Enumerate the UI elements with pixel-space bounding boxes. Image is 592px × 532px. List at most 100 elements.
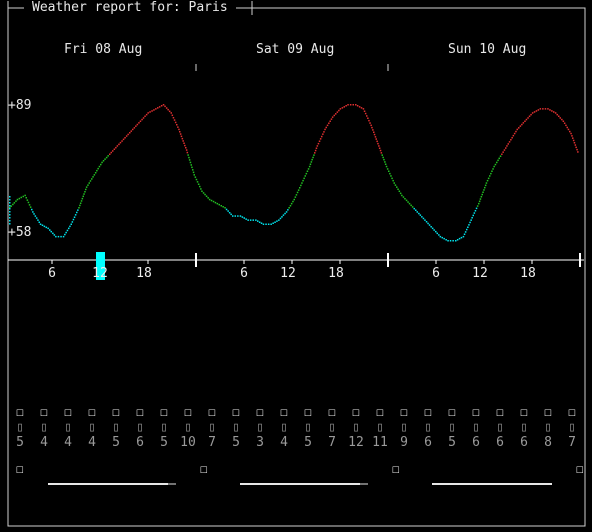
temperature-point <box>482 191 484 193</box>
temperature-point <box>145 113 148 116</box>
temperature-point <box>102 160 105 162</box>
temperature-point <box>422 217 425 220</box>
forecast-value: 10 <box>180 435 196 450</box>
temperature-point <box>372 129 374 131</box>
temperature-point <box>147 112 149 114</box>
forecast-value: 6 <box>424 435 432 450</box>
temperature-point <box>513 132 516 135</box>
temperature-point <box>566 126 568 129</box>
temperature-point <box>12 203 14 206</box>
hour-tick-label: 12 <box>92 266 108 281</box>
temperature-point <box>172 117 175 119</box>
temperature-point <box>425 221 428 223</box>
forecast-value: 6 <box>472 435 480 450</box>
temperature-point <box>158 106 161 108</box>
sub-icon: ▯ <box>40 420 48 435</box>
temperature-point <box>484 184 487 187</box>
temperature-point <box>366 115 368 117</box>
temperature-point <box>177 126 179 128</box>
temperature-point <box>165 107 168 109</box>
weather-icon: ☐ <box>184 405 192 420</box>
temperature-point <box>475 207 478 210</box>
weather-icon: ☐ <box>256 405 264 420</box>
temperature-point <box>398 190 401 192</box>
temperature-point <box>370 124 372 127</box>
y-max-label: +89 <box>8 98 32 113</box>
forecast-column: ☐ ▯ 5 <box>444 405 460 450</box>
weather-icon: ☐ <box>376 405 384 420</box>
temperature-point <box>228 212 231 214</box>
temperature-point <box>501 153 503 155</box>
temperature-point <box>367 117 369 119</box>
temperature-point <box>72 218 75 221</box>
temperature-point <box>314 149 317 152</box>
temperature-point <box>216 202 219 205</box>
sub-icon: ▯ <box>64 420 72 435</box>
temperature-point <box>430 226 432 228</box>
temperature-point <box>187 154 189 156</box>
temperature-point <box>502 151 504 153</box>
temperature-point <box>375 138 377 140</box>
temperature-point <box>380 152 383 154</box>
temperature-point <box>116 145 119 147</box>
temperature-point <box>89 180 92 182</box>
temperature-point <box>9 207 11 209</box>
sub-icon: ▯ <box>112 420 120 435</box>
temperature-point <box>174 121 177 124</box>
temperature-point <box>71 221 74 223</box>
weather-icon: ☐ <box>328 405 336 420</box>
temperature-point <box>16 198 19 201</box>
temperature-point <box>188 159 191 161</box>
sub-icon: ▯ <box>256 420 264 435</box>
temperature-point <box>355 104 357 106</box>
temperature-point <box>302 179 304 182</box>
temperature-point <box>9 214 11 216</box>
temperature-point <box>258 221 261 223</box>
temperature-point <box>309 163 312 165</box>
temperature-point <box>314 152 316 154</box>
day-glyph-icon: ☐ <box>16 462 24 477</box>
temperature-point <box>185 149 188 151</box>
temperature-point <box>274 221 276 223</box>
temperature-point <box>492 168 494 170</box>
forecast-value: 7 <box>568 435 576 450</box>
temperature-point <box>378 147 381 149</box>
sub-icon: ▯ <box>568 420 576 435</box>
temperature-point <box>374 136 377 138</box>
temperature-point <box>307 168 310 170</box>
temperature-point <box>506 145 508 147</box>
temperature-point <box>385 165 388 168</box>
temperature-point <box>544 108 547 110</box>
temperature-point <box>176 124 178 126</box>
temperature-point <box>237 215 239 217</box>
temperature-point <box>497 159 499 162</box>
temperature-point <box>473 212 476 214</box>
temperature-point <box>93 174 96 176</box>
temperature-point <box>460 236 463 239</box>
temperature-point <box>464 231 467 233</box>
time-cursor[interactable] <box>96 252 105 280</box>
temperature-point <box>57 235 60 238</box>
temperature-point <box>575 146 577 149</box>
forecast-value: 6 <box>520 435 528 450</box>
temperature-point <box>85 188 87 191</box>
forecast-column: ☐ ▯ 6 <box>468 405 484 450</box>
temperature-point <box>241 216 244 218</box>
temperature-point <box>190 164 192 166</box>
temperature-point <box>494 163 497 166</box>
temperature-point <box>127 133 129 136</box>
temperature-point <box>489 175 491 177</box>
temperature-point <box>183 142 185 144</box>
temperature-point <box>549 109 551 111</box>
temperature-point <box>113 148 116 150</box>
forecast-value: 4 <box>64 435 72 450</box>
temperature-point <box>164 105 166 108</box>
temperature-point <box>52 232 54 235</box>
temperature-point <box>76 211 78 214</box>
hour-tick-label: 6 <box>48 266 56 281</box>
temperature-point <box>13 202 16 204</box>
temperature-point <box>484 186 486 189</box>
sub-icon: ▯ <box>304 420 312 435</box>
forecast-column: ☐ ▯ 11 <box>372 405 388 450</box>
temperature-point <box>184 144 186 147</box>
